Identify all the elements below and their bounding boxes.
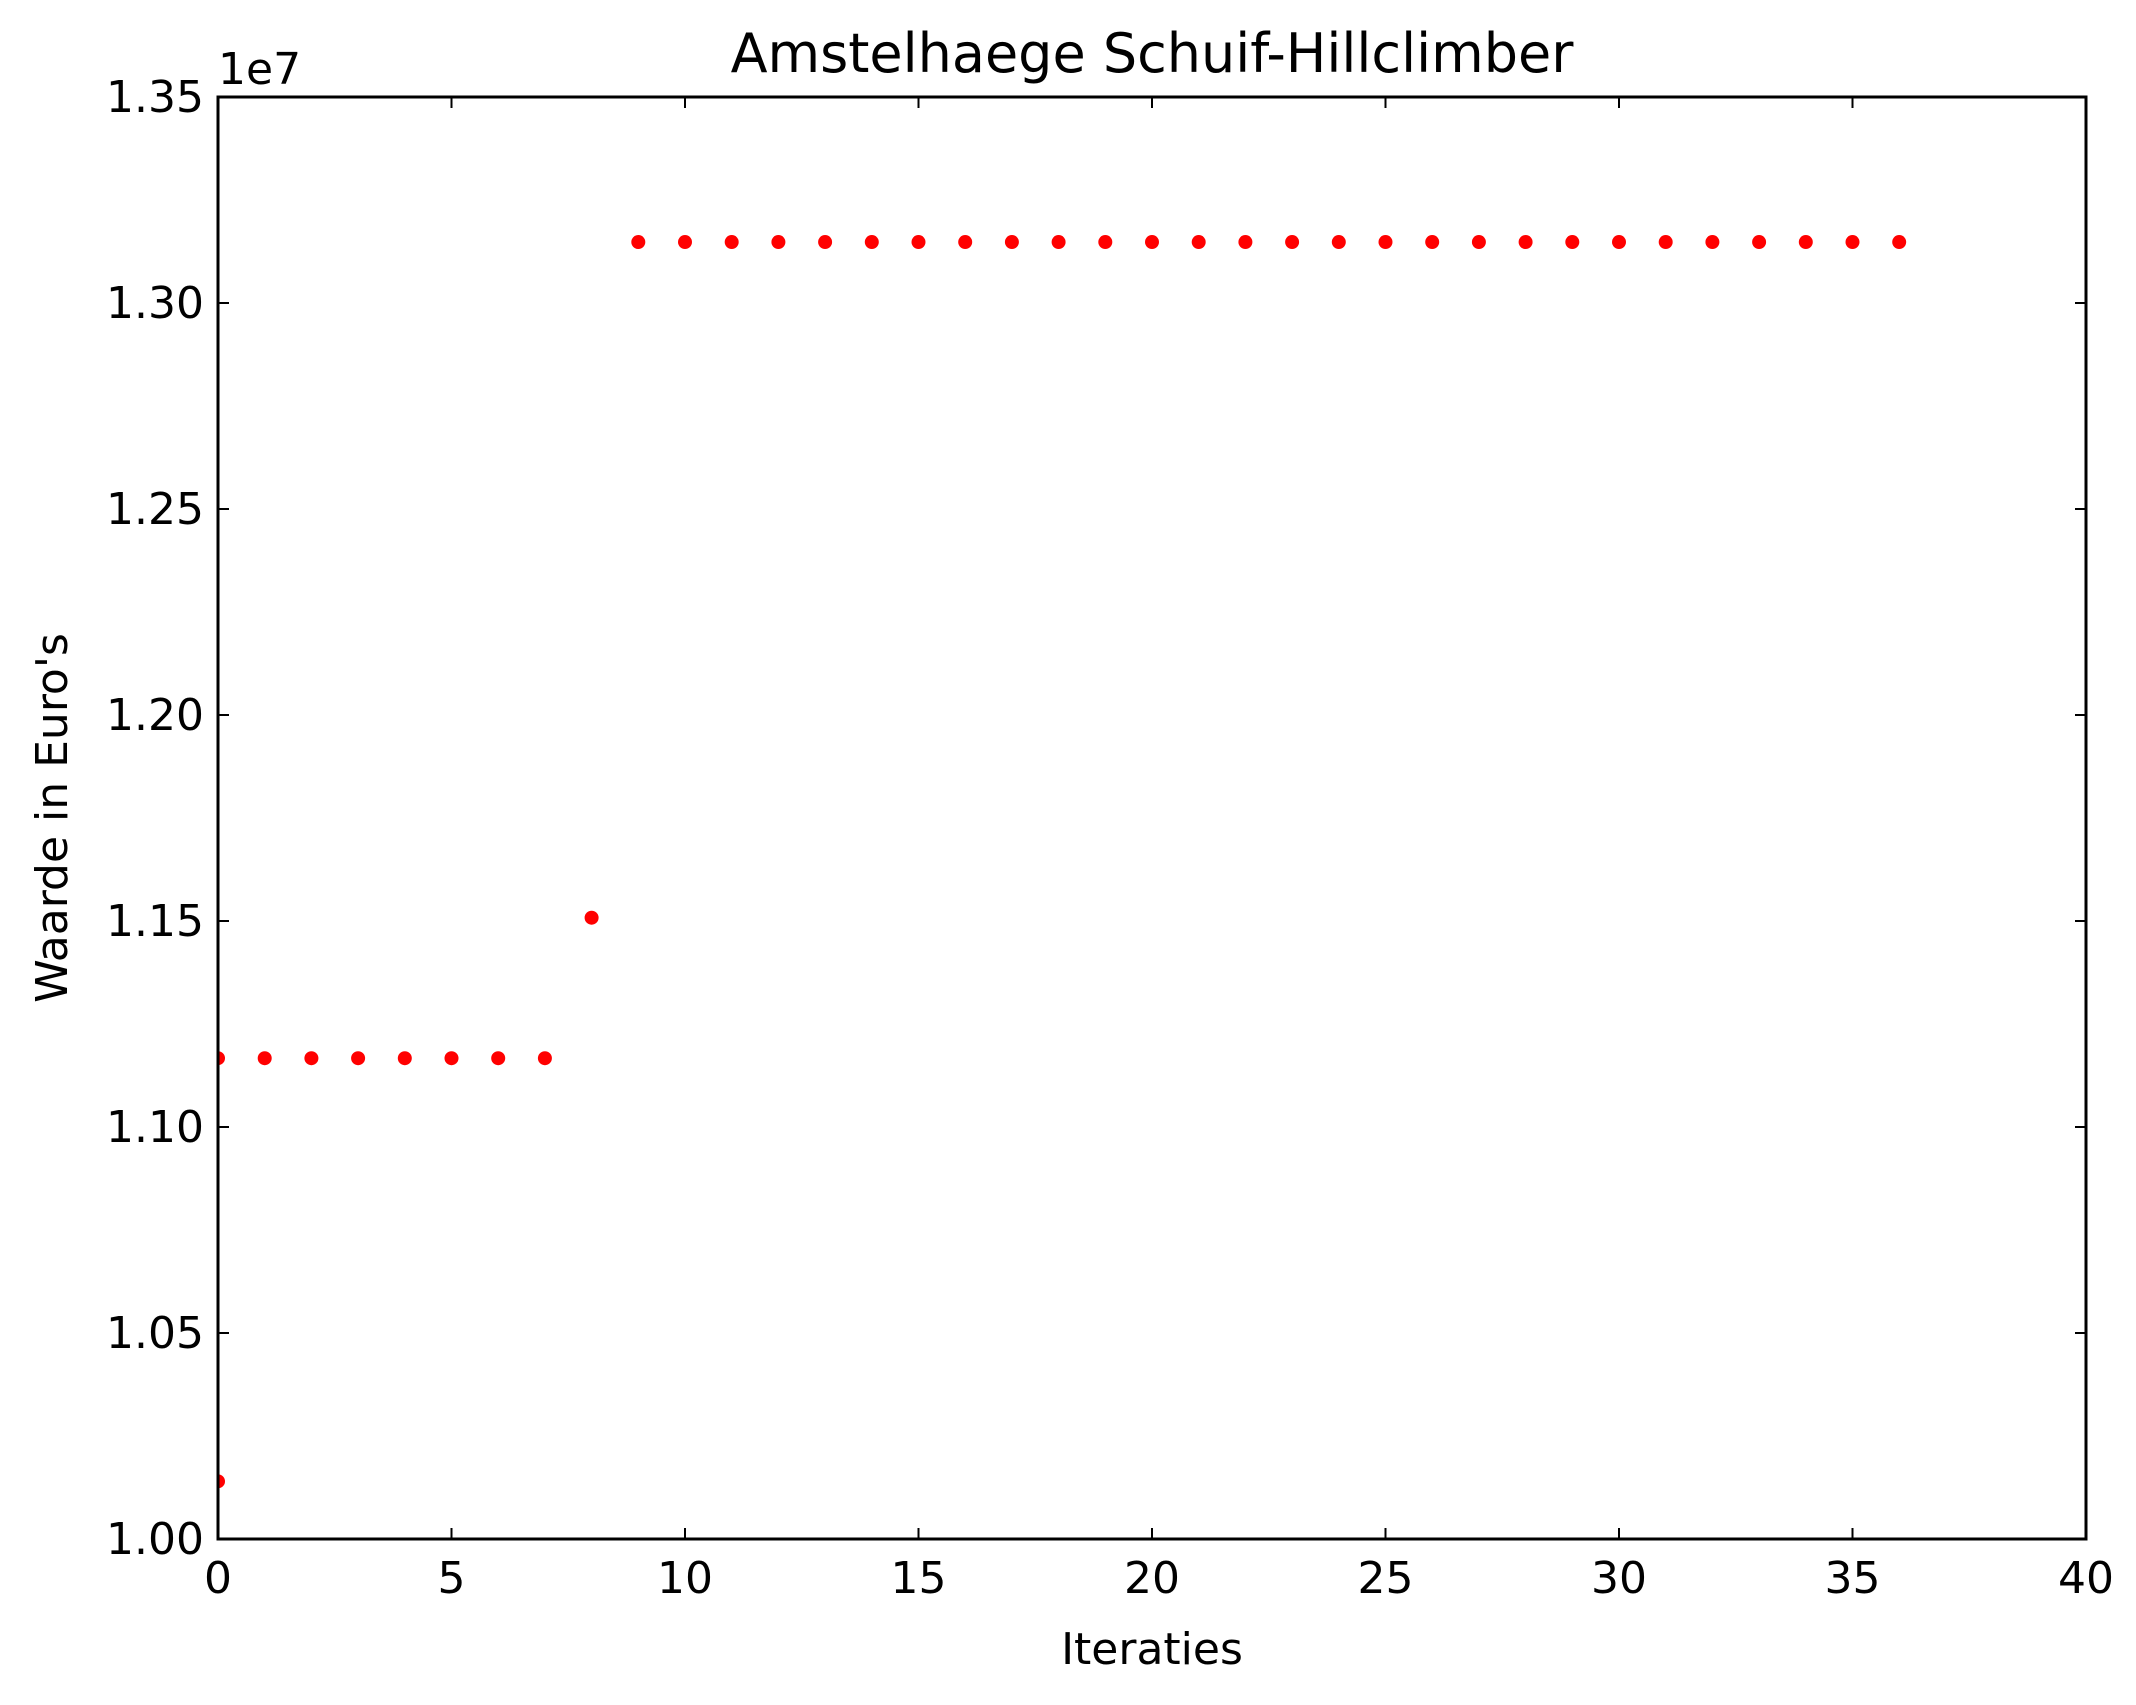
data-point bbox=[491, 1051, 506, 1066]
data-point bbox=[1845, 235, 1860, 250]
y-tick-label: 1.25 bbox=[106, 484, 204, 535]
data-point bbox=[584, 910, 599, 925]
data-point bbox=[1285, 235, 1300, 250]
data-point bbox=[444, 1051, 459, 1066]
y-offset-label: 1e7 bbox=[218, 44, 301, 95]
y-tick-label: 1.35 bbox=[106, 72, 204, 123]
y-tick-label: 1.15 bbox=[106, 896, 204, 947]
data-point bbox=[631, 235, 646, 250]
y-tick-label: 1.20 bbox=[106, 690, 204, 741]
data-point bbox=[218, 1474, 225, 1489]
x-tick-label: 25 bbox=[1358, 1553, 1414, 1604]
data-point bbox=[724, 235, 739, 250]
data-point bbox=[1705, 235, 1720, 250]
data-point bbox=[351, 1051, 366, 1066]
data-point bbox=[1798, 235, 1813, 250]
data-point bbox=[864, 235, 879, 250]
data-point bbox=[1471, 235, 1486, 250]
y-axis-label: Waarde in Euro's bbox=[27, 633, 78, 1003]
data-point bbox=[1658, 235, 1673, 250]
y-tick-label: 1.05 bbox=[106, 1308, 204, 1359]
x-tick-label: 35 bbox=[1825, 1553, 1881, 1604]
tick-labels: 0 5 10 15 20 25 30 35 40 1.00 1.05 1.10 1.15 1.20 1.25… bbox=[106, 72, 2114, 1604]
data-point bbox=[911, 235, 926, 250]
x-tick-label: 20 bbox=[1124, 1553, 1180, 1604]
data-point bbox=[257, 1051, 272, 1066]
data-point bbox=[1098, 235, 1113, 250]
y-tick-label: 1.10 bbox=[106, 1102, 204, 1153]
data-point bbox=[218, 1051, 225, 1066]
data-point bbox=[1752, 235, 1767, 250]
x-tick-label: 15 bbox=[891, 1553, 947, 1604]
data-point bbox=[1892, 235, 1907, 250]
data-point bbox=[1051, 235, 1066, 250]
data-point bbox=[1378, 235, 1393, 250]
x-tick-label: 5 bbox=[438, 1553, 466, 1604]
x-tick-label: 0 bbox=[204, 1553, 232, 1604]
data-point bbox=[537, 1051, 552, 1066]
x-tick-label: 40 bbox=[2058, 1553, 2114, 1604]
data-point bbox=[1565, 235, 1580, 250]
y-tick-label: 1.00 bbox=[106, 1514, 204, 1565]
x-axis-label: Iteraties bbox=[1061, 1624, 1243, 1675]
data-point bbox=[1612, 235, 1626, 250]
data-point bbox=[1425, 235, 1440, 250]
data-point bbox=[397, 1051, 412, 1066]
data-point bbox=[1191, 235, 1206, 250]
data-point bbox=[958, 235, 973, 250]
chart-title: Amstelhaege Schuif-Hillclimber bbox=[731, 22, 1575, 85]
data-point bbox=[678, 235, 692, 250]
data-point bbox=[771, 235, 786, 250]
data-point bbox=[304, 1051, 319, 1066]
data-point bbox=[1145, 235, 1159, 250]
x-tick-label: 10 bbox=[657, 1553, 713, 1604]
data-point bbox=[1331, 235, 1346, 250]
data-point bbox=[1518, 235, 1533, 250]
data-point bbox=[818, 235, 833, 250]
data-points bbox=[218, 235, 1907, 1489]
y-tick-label: 1.30 bbox=[106, 278, 204, 329]
plot-frame bbox=[216, 95, 2088, 1541]
data-point bbox=[1238, 235, 1253, 250]
data-point bbox=[1004, 235, 1019, 250]
x-tick-label: 30 bbox=[1591, 1553, 1647, 1604]
